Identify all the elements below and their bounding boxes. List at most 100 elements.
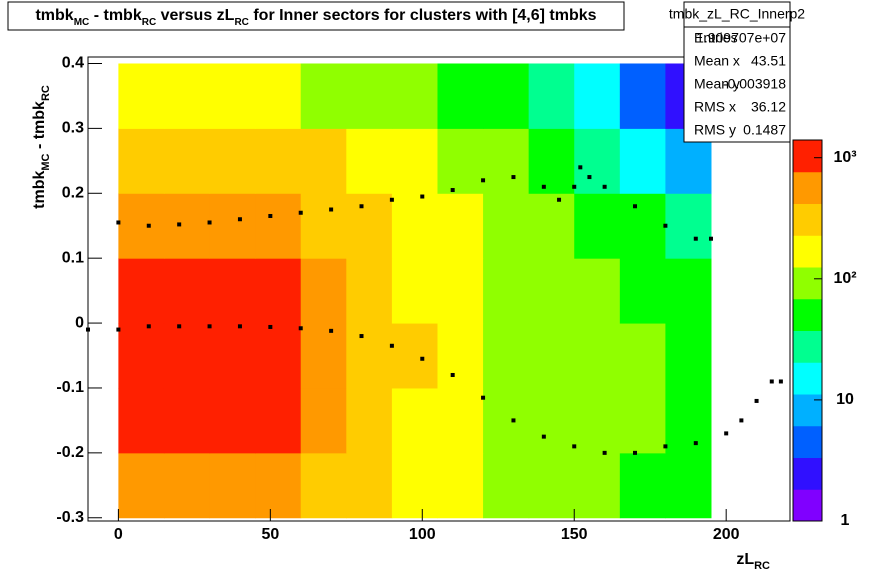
profile-point bbox=[693, 441, 698, 446]
x-axis-label: zLRC bbox=[736, 551, 770, 572]
x-tick-label: 0 bbox=[114, 526, 123, 543]
heat-cell bbox=[209, 193, 256, 259]
profile-point bbox=[146, 223, 151, 228]
label-part: RC bbox=[40, 85, 52, 101]
heat-cell bbox=[619, 387, 666, 454]
profile-point bbox=[587, 175, 592, 180]
heat-cell bbox=[300, 63, 347, 129]
stats-title: tmbk_zL_RC_Innerp2 bbox=[669, 6, 805, 22]
profile-point bbox=[450, 188, 455, 193]
palette-band bbox=[793, 425, 822, 458]
heat-cell bbox=[255, 258, 302, 324]
heat-cell bbox=[528, 63, 575, 129]
y-tick-label: -0.2 bbox=[56, 444, 84, 461]
x-tick-label: 100 bbox=[409, 526, 436, 543]
z-tick-label: 10³ bbox=[833, 149, 856, 166]
heat-cell bbox=[574, 387, 621, 454]
heat-cell bbox=[483, 193, 530, 259]
palette-band bbox=[793, 235, 822, 268]
heat-cell bbox=[163, 258, 211, 324]
profile-point bbox=[602, 450, 607, 455]
profile-point bbox=[237, 324, 242, 329]
palette-band bbox=[793, 203, 822, 236]
heat-cell bbox=[437, 387, 484, 454]
heat-cell bbox=[619, 258, 666, 324]
heat-cell bbox=[255, 63, 302, 129]
heat-cell bbox=[209, 452, 256, 519]
palette-band bbox=[793, 298, 822, 331]
y-axis-label: tmbkMC - tmbkRC bbox=[31, 85, 52, 209]
profile-point bbox=[708, 236, 713, 241]
profile-point bbox=[420, 194, 425, 199]
heat-cell bbox=[619, 63, 666, 129]
y-tick-label: 0.1 bbox=[62, 249, 84, 266]
profile-point bbox=[177, 222, 182, 227]
heat-cell bbox=[300, 387, 347, 454]
heat-cell bbox=[118, 128, 165, 194]
heat-cell bbox=[391, 323, 438, 389]
heat-cell bbox=[346, 63, 393, 129]
y-tick-label: 0.2 bbox=[62, 184, 84, 201]
profile-point bbox=[329, 328, 334, 333]
label-part: tmbk bbox=[31, 171, 48, 209]
profile-point bbox=[511, 175, 516, 180]
heat-cell bbox=[528, 193, 575, 259]
heat-cell bbox=[483, 258, 530, 324]
palette-band bbox=[793, 489, 822, 522]
profile-point bbox=[116, 220, 121, 225]
heat-cell bbox=[528, 452, 575, 519]
heat-cell bbox=[391, 193, 438, 259]
label-part: zL bbox=[736, 551, 754, 568]
profile-point bbox=[146, 324, 151, 329]
heat-cell bbox=[665, 452, 712, 519]
heat-cell bbox=[391, 63, 438, 129]
x-tick-label: 200 bbox=[713, 526, 740, 543]
profile-point bbox=[268, 324, 273, 329]
heat-cell bbox=[209, 258, 256, 324]
plot-frame bbox=[87, 56, 791, 522]
heat-cell bbox=[528, 258, 575, 324]
y-tick-label: -0.1 bbox=[56, 379, 84, 396]
heat-cell bbox=[528, 128, 575, 194]
stats-name: Mean x bbox=[694, 53, 740, 69]
profile-point bbox=[298, 326, 303, 331]
profile-point bbox=[237, 217, 242, 222]
heat-cell bbox=[391, 258, 438, 324]
heat-cell bbox=[483, 452, 530, 519]
heat-cell bbox=[346, 258, 393, 324]
heat-cell bbox=[483, 387, 530, 454]
profile-point bbox=[389, 197, 394, 202]
heat-cell bbox=[255, 128, 302, 194]
heat-cell bbox=[255, 387, 302, 454]
heat-cell bbox=[118, 63, 165, 129]
palette-band bbox=[793, 362, 822, 395]
heat-cell bbox=[300, 193, 347, 259]
profile-point bbox=[177, 324, 182, 329]
profile-point bbox=[633, 204, 638, 209]
stats-name: Mean y bbox=[694, 76, 740, 92]
heat-cell bbox=[255, 193, 302, 259]
heat-cell bbox=[665, 193, 712, 259]
profile-point bbox=[778, 379, 783, 384]
heat-cell bbox=[163, 63, 211, 129]
heat-cell bbox=[437, 63, 484, 129]
label-part: versus zL bbox=[156, 7, 234, 24]
heat-cell bbox=[118, 258, 165, 324]
heat-cell bbox=[118, 387, 165, 454]
profile-point bbox=[207, 324, 212, 329]
profile-point bbox=[420, 356, 425, 361]
palette-band bbox=[793, 330, 822, 363]
profile-point bbox=[602, 184, 607, 189]
heat-cell bbox=[300, 323, 347, 389]
stats-box bbox=[683, 1, 791, 143]
heat-cell bbox=[118, 193, 165, 259]
heat-cell bbox=[346, 323, 393, 389]
heat-cell bbox=[346, 387, 393, 454]
stats-value: 36.12 bbox=[751, 99, 786, 115]
label-part: RC bbox=[142, 17, 156, 28]
label-part: for Inner sectors for clusters with [4,6… bbox=[249, 7, 597, 24]
heat-cell bbox=[163, 452, 211, 519]
profile-point bbox=[116, 327, 121, 332]
profile-point bbox=[450, 372, 455, 377]
